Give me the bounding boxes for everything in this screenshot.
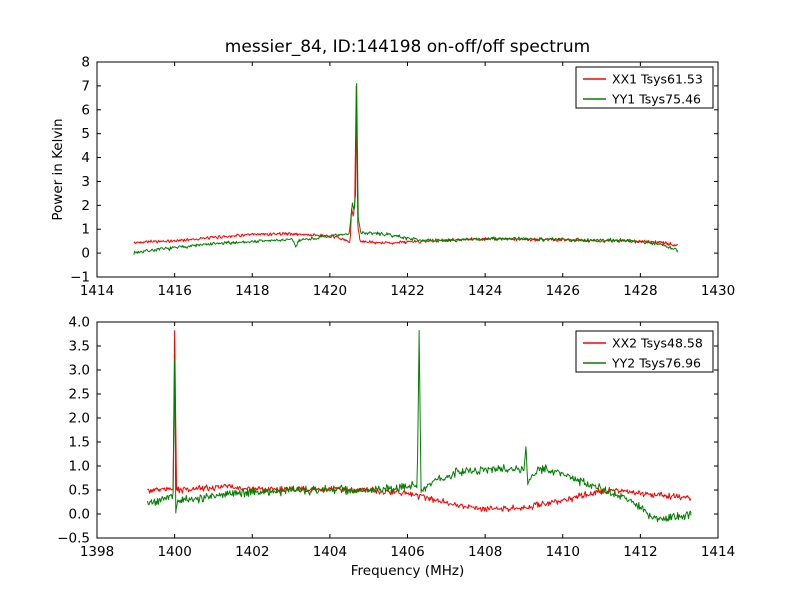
x-tick-label: 1404 — [313, 544, 347, 560]
y-axis: −0.5 0.0 0.5 1.0 1.5 2.0 2.5 3.0 3.5 4.0 — [57, 315, 718, 547]
x-tick-label: 1418 — [235, 283, 269, 299]
x-axis: 1414 1416 1418 1420 1422 1424 1426 1428 1430 — [80, 62, 735, 299]
legend: XX1 Tsys61.53 YY1 Tsys75.46 — [575, 66, 714, 109]
x-tick-label: 1426 — [546, 283, 580, 299]
y-tick-label: 5 — [81, 126, 90, 142]
subplot-2: 1398 1400 1402 1404 1406 1408 1410 1412 1414−0.5… — [57, 315, 735, 580]
x-axis: 1398 1400 1402 1404 1406 1408 1410 1412 1414 — [80, 322, 735, 560]
legend-box — [575, 330, 714, 373]
x-tick-label: 1412 — [623, 544, 657, 560]
legend-label: YY1 Tsys75.46 — [611, 92, 701, 107]
x-tick-label: 1422 — [390, 283, 424, 299]
x-tick-label: 1406 — [390, 544, 424, 560]
series-line-xx2 — [147, 330, 692, 512]
y-tick-label: 2 — [81, 198, 90, 214]
x-tick-label: 1408 — [468, 544, 502, 560]
x-tick-label: 1428 — [623, 283, 657, 299]
y-tick-label: 8 — [81, 55, 90, 71]
x-tick-label: 1420 — [313, 283, 347, 299]
x-tick-label: 1424 — [468, 283, 502, 299]
subplot-1: 1414 1416 1418 1420 1422 1424 1426 1428 1430−101… — [50, 37, 735, 299]
legend-box — [575, 66, 714, 109]
x-tick-label: 1410 — [546, 544, 580, 560]
y-tick-label: 1.0 — [69, 459, 90, 475]
y-tick-label: −0.5 — [57, 531, 90, 547]
series-line-yy2 — [146, 330, 692, 523]
y-axis: −1 0 1 2 3 4 5 6 7 8 — [70, 55, 718, 286]
y-tick-label: 1.5 — [69, 435, 90, 451]
y-tick-label: 0 — [81, 246, 90, 262]
x-tick-label: 1416 — [157, 283, 191, 299]
legend-label: XX1 Tsys61.53 — [612, 72, 703, 87]
y-tick-label: −1 — [70, 270, 90, 286]
legend-label: YY2 Tsys76.96 — [611, 356, 701, 371]
y-tick-label: 3 — [81, 174, 90, 190]
y-tick-label: 2.0 — [69, 411, 90, 427]
y-tick-label: 3.5 — [69, 339, 90, 355]
y-tick-label: 4 — [81, 150, 90, 166]
x-tick-label: 1402 — [235, 544, 269, 560]
y-tick-label: 4.0 — [69, 315, 90, 331]
y-tick-label: 2.5 — [69, 387, 90, 403]
x-tick-label: 1430 — [701, 283, 735, 299]
x-tick-label: 1400 — [157, 544, 191, 560]
x-axis-label: Frequency (MHz) — [351, 563, 464, 579]
y-tick-label: 6 — [81, 102, 90, 118]
legend: XX2 Tsys48.58 YY2 Tsys76.96 — [575, 330, 714, 373]
y-axis-label: Power in Kelvin — [50, 118, 66, 220]
y-tick-label: 0.0 — [69, 507, 90, 523]
chart-title: messier_84, ID:144198 on-off/off spectru… — [225, 37, 590, 57]
x-tick-label: 1414 — [80, 283, 114, 299]
series-line-yy1 — [133, 83, 678, 255]
x-tick-label: 1398 — [80, 544, 114, 560]
x-tick-label: 1414 — [701, 544, 735, 560]
y-tick-label: 1 — [81, 222, 90, 238]
legend-label: XX2 Tsys48.58 — [612, 336, 703, 351]
y-tick-label: 3.0 — [69, 363, 90, 379]
y-tick-label: 0.5 — [69, 483, 90, 499]
y-tick-label: 7 — [81, 78, 90, 94]
